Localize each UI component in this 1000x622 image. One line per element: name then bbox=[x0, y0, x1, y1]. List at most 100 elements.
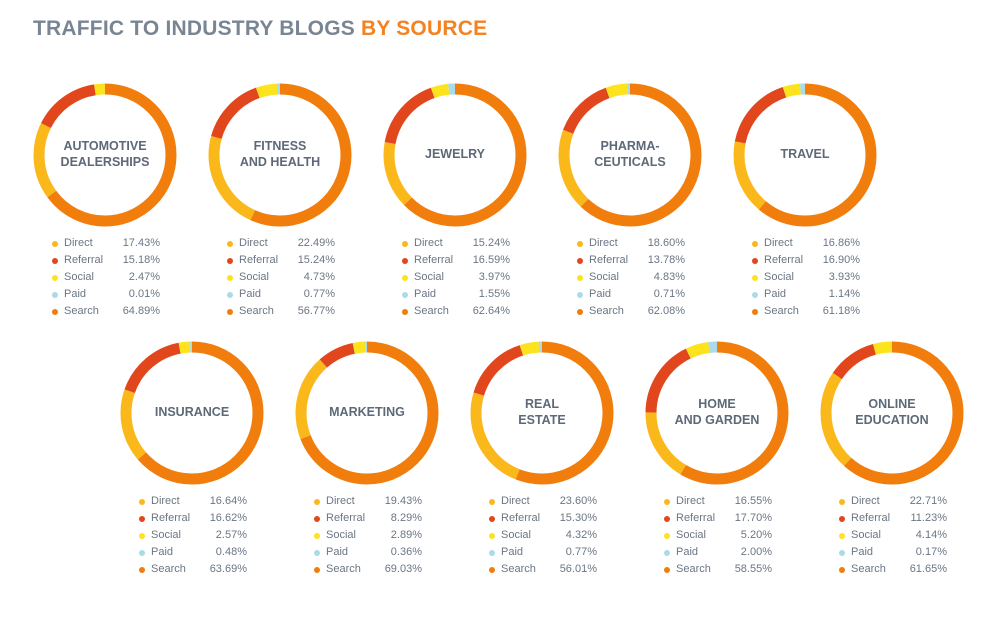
legend-value: 5.20% bbox=[740, 529, 772, 541]
legend-row-social: Social 4.32% bbox=[489, 527, 617, 544]
legend-value: 8.29% bbox=[390, 512, 422, 524]
legend-label: Paid bbox=[676, 546, 699, 558]
legend-dot bbox=[139, 550, 145, 556]
legend-label: Search bbox=[64, 305, 99, 317]
legend-label: Paid bbox=[64, 288, 87, 300]
legend-value: 15.24% bbox=[472, 237, 510, 249]
legend-row-paid: Paid 0.71% bbox=[577, 286, 705, 303]
legend-row-search: Search 64.89% bbox=[52, 303, 180, 320]
legend-dot bbox=[489, 533, 495, 539]
legend-value: 4.73% bbox=[303, 271, 335, 283]
legend-dot bbox=[402, 275, 408, 281]
legend-value: 18.60% bbox=[647, 237, 685, 249]
donut-chart: FITNESS AND HEALTH Direct 22.49% Referral 15… bbox=[205, 80, 375, 330]
legend-row-paid: Paid 0.48% bbox=[139, 544, 267, 561]
legend-dot bbox=[489, 516, 495, 522]
legend-label: Paid bbox=[326, 546, 349, 558]
legend-value: 0.01% bbox=[128, 288, 160, 300]
legend-row-direct: Direct 16.64% bbox=[139, 493, 267, 510]
legend-dot bbox=[402, 258, 408, 264]
legend-dot bbox=[489, 499, 495, 505]
slice-direct bbox=[733, 83, 877, 227]
legend-dot bbox=[52, 309, 58, 315]
donut-chart: AUTOMOTIVE DEALERSHIPS Direct 17.43% Referr… bbox=[30, 80, 200, 330]
donut-chart: REAL ESTATE Direct 23.60% Referral 15.30% Soc… bbox=[467, 338, 637, 588]
slice-direct bbox=[645, 341, 789, 485]
donut-chart: JEWELRY Direct 15.24% Referral 16.59% Social 3… bbox=[380, 80, 550, 330]
legend-value: 15.18% bbox=[122, 254, 160, 266]
legend-dot bbox=[227, 275, 233, 281]
legend-value: 4.83% bbox=[653, 271, 685, 283]
chart-label: HOME AND GARDEN bbox=[674, 397, 760, 427]
chart-label: AUTOMOTIVE DEALERSHIPS bbox=[60, 139, 150, 169]
legend-row-referral: Referral 16.59% bbox=[402, 252, 530, 269]
legend-label: Search bbox=[501, 563, 536, 575]
legend-label: Paid bbox=[589, 288, 612, 300]
legend-dot bbox=[227, 241, 233, 247]
legend-label: Referral bbox=[764, 254, 804, 266]
legend-label: Paid bbox=[764, 288, 787, 300]
legend-dot bbox=[314, 550, 320, 556]
legend-dot bbox=[752, 275, 758, 281]
legend-dot bbox=[227, 258, 233, 264]
legend-label: Search bbox=[589, 305, 624, 317]
legend-label: Referral bbox=[326, 512, 366, 524]
chart-label: INSURANCE bbox=[154, 405, 230, 420]
legend-row-referral: Referral 15.24% bbox=[227, 252, 355, 269]
legend-dot bbox=[839, 550, 845, 556]
chart-label: ONLINE EDUCATION bbox=[855, 397, 929, 427]
donut-chart: TRAVEL Direct 16.86% Referral 16.90% Social 3.… bbox=[730, 80, 900, 330]
legend-value: 64.89% bbox=[122, 305, 160, 317]
legend-row-paid: Paid 1.14% bbox=[752, 286, 880, 303]
legend-value: 2.47% bbox=[128, 271, 160, 283]
legend-dot bbox=[402, 241, 408, 247]
legend-value: 19.43% bbox=[384, 495, 422, 507]
legend-label: Search bbox=[676, 563, 711, 575]
legend-row-search: Search 61.18% bbox=[752, 303, 880, 320]
slice-paid bbox=[820, 341, 964, 485]
legend-label: Social bbox=[151, 529, 181, 541]
legend: Direct 16.64% Referral 16.62% Social 2.57% Pai… bbox=[139, 493, 267, 578]
legend-value: 16.90% bbox=[822, 254, 860, 266]
legend-row-paid: Paid 0.77% bbox=[489, 544, 617, 561]
legend-label: Direct bbox=[676, 495, 705, 507]
slice-direct bbox=[208, 83, 352, 227]
legend-value: 22.71% bbox=[909, 495, 947, 507]
slice-paid bbox=[558, 83, 702, 227]
legend-label: Search bbox=[326, 563, 361, 575]
legend-value: 17.43% bbox=[122, 237, 160, 249]
legend: Direct 18.60% Referral 13.78% Social 4.83% Pai… bbox=[577, 235, 705, 320]
legend-label: Social bbox=[239, 271, 269, 283]
legend: Direct 22.49% Referral 15.24% Social 4.73% Pai… bbox=[227, 235, 355, 320]
legend-row-paid: Paid 0.17% bbox=[839, 544, 967, 561]
legend-dot bbox=[402, 292, 408, 298]
donut-chart: INSURANCE Direct 16.64% Referral 16.62% Socia… bbox=[117, 338, 287, 588]
legend-dot bbox=[664, 499, 670, 505]
legend-row-social: Social 5.20% bbox=[664, 527, 792, 544]
title-main: TRAFFIC TO INDUSTRY BLOGS bbox=[33, 17, 355, 40]
slice-paid bbox=[208, 83, 352, 227]
legend-dot bbox=[839, 516, 845, 522]
slice-paid bbox=[120, 341, 264, 485]
slice-direct bbox=[295, 341, 439, 485]
legend-value: 69.03% bbox=[384, 563, 422, 575]
slice-direct bbox=[383, 83, 527, 227]
legend-value: 63.69% bbox=[209, 563, 247, 575]
legend-row-direct: Direct 23.60% bbox=[489, 493, 617, 510]
slice-direct bbox=[820, 341, 964, 485]
legend: Direct 19.43% Referral 8.29% Social 2.89% Paid… bbox=[314, 493, 442, 578]
legend-dot bbox=[314, 567, 320, 573]
slice-direct bbox=[33, 83, 177, 227]
legend-label: Social bbox=[64, 271, 94, 283]
legend-row-direct: Direct 22.49% bbox=[227, 235, 355, 252]
legend-label: Social bbox=[501, 529, 531, 541]
legend-row-paid: Paid 1.55% bbox=[402, 286, 530, 303]
legend-label: Direct bbox=[151, 495, 180, 507]
legend-dot bbox=[664, 567, 670, 573]
legend-dot bbox=[752, 258, 758, 264]
donut-chart: PHARMA- CEUTICALS Direct 18.60% Referral 13.… bbox=[555, 80, 725, 330]
legend-row-search: Search 56.01% bbox=[489, 561, 617, 578]
donut-svg bbox=[208, 83, 352, 227]
legend-label: Direct bbox=[764, 237, 793, 249]
legend-dot bbox=[139, 567, 145, 573]
